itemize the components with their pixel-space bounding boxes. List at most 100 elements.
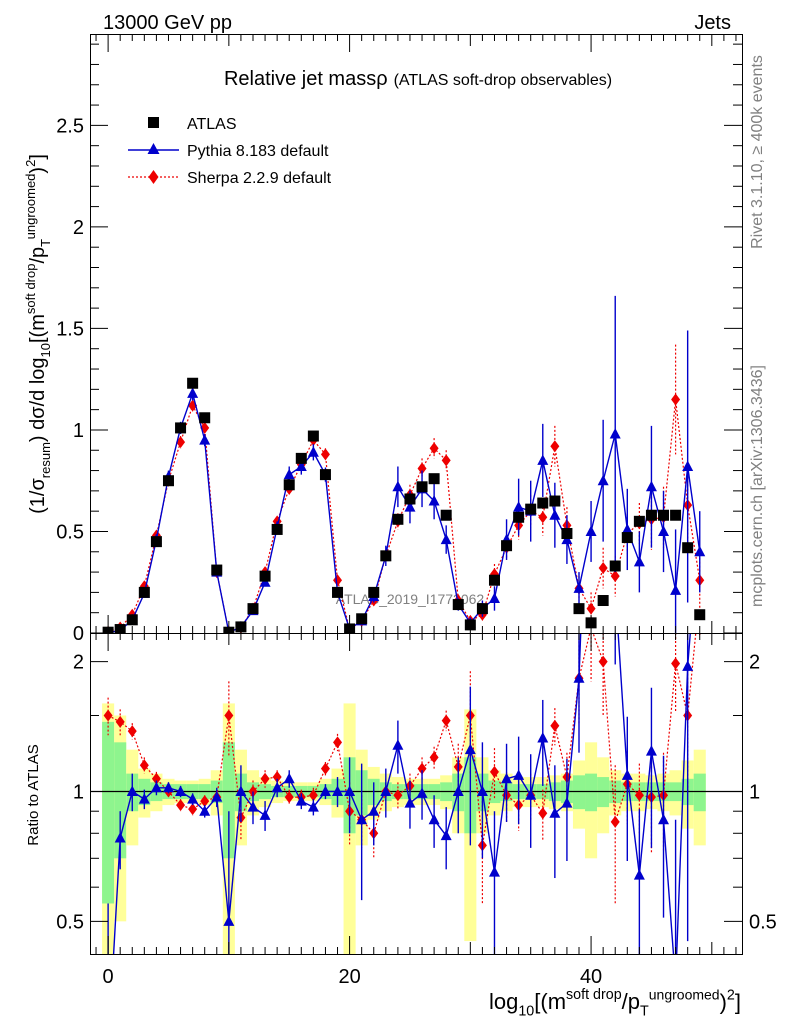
atlas-point-27 bbox=[428, 473, 440, 485]
band-inner-0 bbox=[102, 721, 115, 904]
pythia-point-15 bbox=[283, 468, 295, 480]
atlas-point-4 bbox=[150, 536, 162, 548]
y-tick-label-3: 1.5 bbox=[56, 318, 84, 340]
x-tick-label-2: 40 bbox=[580, 966, 602, 988]
legend: ATLAS Pythia 8.183 default Sherpa 2.2.9 … bbox=[128, 116, 332, 187]
sherpa-ratio-point-17 bbox=[308, 789, 318, 802]
atlas-point-45 bbox=[645, 509, 657, 521]
ratio-plot-marks bbox=[90, 633, 742, 954]
sherpa-point-41 bbox=[598, 562, 608, 575]
sherpa-point-36 bbox=[538, 511, 548, 524]
pythia-point-47 bbox=[670, 584, 682, 595]
sherpa-ratio-point-0 bbox=[103, 709, 113, 722]
pythia-ratio-point-38 bbox=[561, 797, 573, 808]
main-y-axis-label-part-3: 10 bbox=[38, 343, 53, 357]
pythia-point-28 bbox=[440, 533, 452, 545]
sherpa-ratio-point-6 bbox=[176, 799, 186, 812]
pythia-ratio-point-13 bbox=[259, 809, 271, 820]
sherpa-point-28 bbox=[441, 454, 451, 467]
pythia-ratio-point-44 bbox=[633, 869, 645, 880]
sherpa-point-19 bbox=[333, 574, 343, 587]
legend-pythia-label: Pythia 8.183 default bbox=[187, 143, 329, 160]
atlas-point-25 bbox=[404, 493, 416, 505]
pythia-point-42 bbox=[609, 428, 621, 439]
pythia-ratio-point-5 bbox=[162, 781, 174, 793]
sherpa-point-27 bbox=[429, 442, 439, 455]
x-axis-label-part-6: ungroomed bbox=[649, 987, 720, 1003]
header-collision: 13000 GeV pp bbox=[103, 12, 232, 34]
sherpa-ratio-point-13 bbox=[260, 772, 270, 785]
pythia-ratio-point-20 bbox=[344, 785, 356, 796]
pythia-point-27 bbox=[428, 495, 440, 506]
sherpa-point-26 bbox=[417, 462, 427, 475]
x-axis-label: log10[(msoft drop/pTungroomed)2] bbox=[489, 987, 741, 1020]
sherpa-ratio-point-19 bbox=[333, 736, 343, 749]
atlas-point-23 bbox=[380, 550, 392, 562]
atlas-point-22 bbox=[368, 586, 380, 598]
pythia-point-36 bbox=[537, 454, 549, 465]
main-y-axis-label-part-9: ) bbox=[27, 167, 49, 174]
band-inner-40 bbox=[585, 773, 598, 812]
atlas-point-41 bbox=[597, 595, 609, 607]
band-inner-1 bbox=[114, 742, 127, 859]
ratio-y-tick-label-left-2: 2 bbox=[73, 652, 84, 674]
pythia-ratio-point-7 bbox=[187, 793, 199, 804]
x-axis-label-part-0: log bbox=[489, 989, 518, 1014]
atlas-point-21 bbox=[356, 613, 368, 625]
sherpa-ratio-point-24 bbox=[393, 789, 403, 802]
pythia-point-43 bbox=[621, 523, 633, 534]
pythia-point-41 bbox=[597, 474, 609, 486]
pythia-ratio-point-45 bbox=[645, 745, 657, 756]
sherpa-ratio-point-28 bbox=[441, 714, 451, 727]
sherpa-ratio-point-41 bbox=[598, 655, 608, 668]
main-y-axis-label-part-8: ungroomed bbox=[23, 174, 38, 240]
pythia-point-34 bbox=[513, 501, 525, 512]
atlas-point-24 bbox=[392, 513, 404, 525]
main-y-axis-label-part-2: ) dσ/d log bbox=[27, 357, 49, 442]
sherpa-ratio-point-32 bbox=[489, 765, 499, 778]
pythia-ratio-point-31 bbox=[476, 785, 488, 796]
sherpa-ratio-point-18 bbox=[320, 762, 330, 775]
axes: 0 20 40 0 0.5 1 1.5 2 2.5 0.5 0.5 1 1 2 2 bbox=[56, 34, 777, 988]
sherpa-point-47 bbox=[671, 393, 681, 406]
sherpa-ratio-point-15 bbox=[284, 791, 294, 804]
atlas-point-48 bbox=[682, 542, 694, 554]
sherpa-ratio-point-26 bbox=[417, 762, 427, 775]
pythia-ratio-point-15 bbox=[283, 772, 295, 784]
sherpa-ratio-point-36 bbox=[538, 807, 548, 820]
pythia-ratio-point-4 bbox=[150, 781, 162, 793]
ratio-uncertainty-bands bbox=[102, 703, 706, 954]
pythia-point-39 bbox=[573, 582, 585, 593]
x-tick-label-0: 0 bbox=[103, 966, 114, 988]
atlas-point-2 bbox=[126, 614, 138, 626]
main-y-axis-label-part-0: (1/σ bbox=[27, 478, 49, 514]
pythia-ratio-point-29 bbox=[452, 785, 464, 796]
x-axis-label-part-7: ) bbox=[720, 990, 727, 1015]
atlas-point-13 bbox=[259, 570, 271, 582]
pythia-ratio-point-11 bbox=[235, 785, 247, 796]
pythia-ratio-point-9 bbox=[211, 791, 223, 802]
pythia-point-32 bbox=[488, 592, 500, 603]
pythia-point-49 bbox=[694, 545, 706, 557]
atlas-point-16 bbox=[295, 452, 307, 464]
pythia-ratio-line bbox=[112, 633, 692, 954]
pythia-point-40 bbox=[585, 525, 597, 536]
legend-sherpa-label: Sherpa 2.2.9 default bbox=[187, 170, 332, 187]
pythia-ratio-point-2 bbox=[126, 785, 138, 796]
pythia-point-37 bbox=[549, 509, 561, 520]
pythia-ratio-point-22 bbox=[368, 805, 380, 816]
atlas-point-14 bbox=[271, 523, 283, 535]
rivet-label: Rivet 3.1.10, ≥ 400k events bbox=[749, 55, 766, 249]
legend-sherpa-marker bbox=[148, 170, 159, 184]
pythia-point-48 bbox=[682, 460, 694, 471]
y-tick-label-5: 2.5 bbox=[56, 115, 84, 137]
pythia-ratio-point-10 bbox=[223, 915, 235, 926]
atlas-point-17 bbox=[307, 430, 319, 442]
atlas-point-28 bbox=[440, 509, 452, 521]
x-axis-label-part-3: soft drop bbox=[566, 987, 622, 1003]
x-axis-label-part-5: T bbox=[640, 1004, 649, 1020]
sherpa-point-37 bbox=[550, 440, 560, 453]
atlas-point-42 bbox=[609, 560, 621, 572]
pythia-ratio-point-25 bbox=[404, 797, 416, 808]
pythia-ratio-point-18 bbox=[319, 785, 331, 796]
